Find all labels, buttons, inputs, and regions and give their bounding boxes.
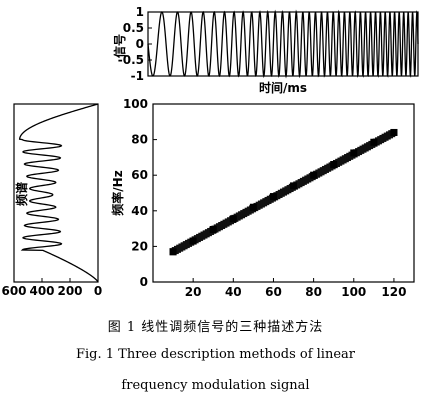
tf-data-point bbox=[170, 248, 177, 255]
spectrum-xtick-label: 400 bbox=[29, 284, 54, 298]
tf-data-point bbox=[390, 129, 397, 136]
tf-data-point bbox=[350, 149, 357, 156]
tf-ytick-label: 80 bbox=[131, 133, 148, 147]
spectrum-xtick-label: 200 bbox=[57, 284, 82, 298]
tf-x-ticks: 20 40 60 80 100 120 bbox=[185, 278, 407, 299]
caption-english-line1: Fig. 1 Three description methods of line… bbox=[0, 347, 431, 362]
signal-ytick-label: 0.5 bbox=[123, 21, 144, 35]
caption-english-line2: frequency modulation signal bbox=[0, 378, 431, 393]
tf-xtick-label: 80 bbox=[305, 285, 322, 299]
spectrum-ylabel: 频谱 bbox=[14, 182, 29, 206]
tf-ytick-label: 20 bbox=[131, 239, 148, 253]
tf-data-point bbox=[210, 226, 217, 233]
signal-ytick-label: 1 bbox=[136, 5, 144, 19]
tf-ytick-label: 60 bbox=[131, 168, 148, 182]
tf-ytick-label: 40 bbox=[131, 204, 148, 218]
tf-data-point bbox=[270, 193, 277, 200]
tf-xtick-label: 40 bbox=[225, 285, 242, 299]
tf-xtick-label: 100 bbox=[341, 285, 366, 299]
signal-xlabel: 时间/ms bbox=[259, 80, 307, 95]
tf-data-point bbox=[190, 238, 197, 245]
tf-ytick-label: 100 bbox=[123, 97, 148, 111]
tf-data-point bbox=[250, 204, 257, 211]
signal-waveform bbox=[148, 12, 418, 76]
tf-y-ticks: 0 20 40 60 80 100 bbox=[123, 97, 157, 289]
tf-data-point bbox=[330, 161, 337, 168]
spectrum-xtick-label: 600 bbox=[1, 284, 26, 298]
spectrum-x-ticks: 600 400 200 0 bbox=[1, 278, 102, 298]
tf-data-point bbox=[290, 182, 297, 189]
signal-ytick-label: -1 bbox=[131, 69, 144, 83]
tf-line-group bbox=[170, 129, 398, 255]
tf-xtick-label: 120 bbox=[381, 285, 406, 299]
spectrum-xtick-label: 0 bbox=[94, 284, 102, 298]
signal-ylabel: 信号 bbox=[112, 34, 127, 58]
spectrum-curve bbox=[20, 104, 98, 282]
tf-ylabel: 频率/Hz bbox=[110, 170, 125, 215]
time-frequency-panel: 20 40 60 80 100 120 0 20 40 60 80 100 频率/Hz bbox=[110, 97, 414, 299]
figure-canvas: 10.50-0.5-1 信号 时间/ms 600 400 200 0 频谱 20 40 6… bbox=[0, 0, 431, 311]
tf-xtick-label: 60 bbox=[265, 285, 282, 299]
tf-data-point bbox=[310, 172, 317, 179]
signal-ytick-label: 0 bbox=[136, 37, 144, 51]
spectrum-panel: 600 400 200 0 频谱 bbox=[1, 104, 102, 298]
tf-data-point bbox=[230, 215, 237, 222]
caption-chinese: 图 1 线性调频信号的三种描述方法 bbox=[0, 316, 431, 335]
tf-ytick-label: 0 bbox=[140, 275, 148, 289]
signal-panel: 10.50-0.5-1 信号 时间/ms bbox=[112, 5, 418, 95]
tf-xtick-label: 20 bbox=[185, 285, 202, 299]
tf-data-point bbox=[370, 139, 377, 146]
